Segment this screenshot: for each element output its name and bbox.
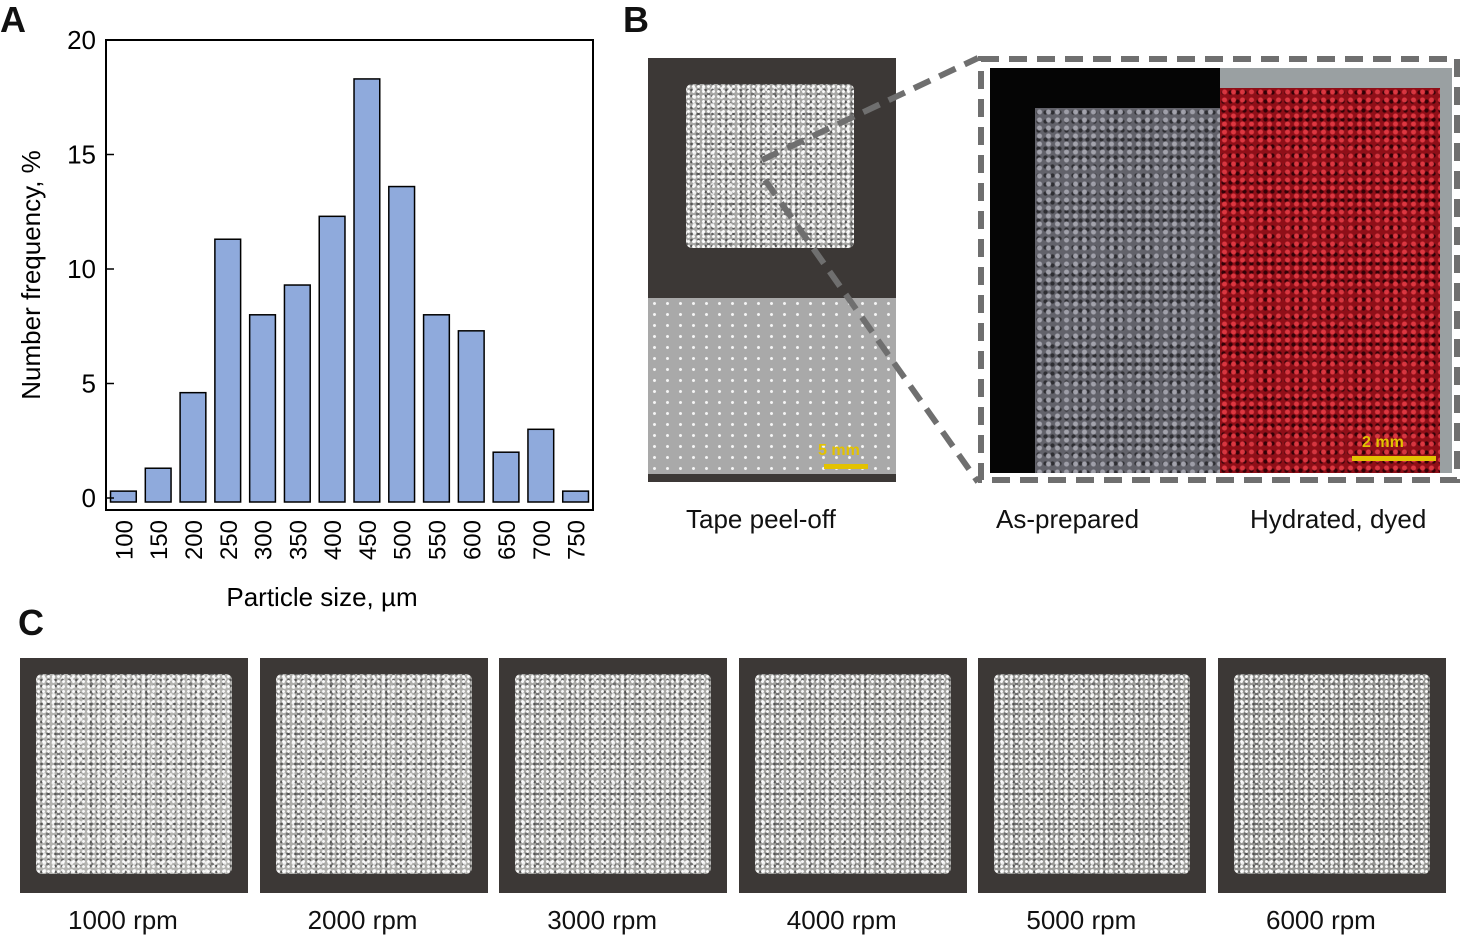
bar-650 <box>492 451 520 503</box>
plot-frame <box>105 39 594 511</box>
y-tick-label: 5 <box>82 369 96 399</box>
x-tick-label: 700 <box>529 520 556 560</box>
x-tick-label: 650 <box>494 520 521 560</box>
scale-label-5mm: 5 mm <box>818 442 860 459</box>
spin-photo-4 <box>738 658 967 893</box>
spin-speed-label: 6000 rpm <box>1266 905 1376 935</box>
scale-bar-2mm <box>1352 456 1436 461</box>
tape-caption: Tape peel-off <box>686 504 836 534</box>
bar-400 <box>318 215 346 503</box>
x-tick-label: 300 <box>251 520 278 560</box>
x-tick-label: 150 <box>146 520 173 560</box>
x-tick-label: 200 <box>181 520 208 560</box>
bar-500 <box>388 185 416 503</box>
x-axis-label: Particle size, µm <box>226 582 417 612</box>
bar-450 <box>353 78 381 503</box>
bar-700 <box>527 428 555 503</box>
bar-300 <box>248 314 277 503</box>
spin-speed-label: 4000 rpm <box>786 905 897 935</box>
bar-100 <box>109 490 138 503</box>
bar-350 <box>283 284 311 503</box>
y-tick-label: 15 <box>67 140 96 170</box>
x-tick-label: 100 <box>111 520 138 560</box>
sample-square <box>754 674 951 874</box>
spin-speed-label: 1000 rpm <box>68 905 178 935</box>
panel-label-c: C <box>18 602 44 643</box>
spin-photo-6 <box>1218 658 1446 893</box>
tape-strip <box>648 298 896 474</box>
x-tick-label: 750 <box>564 520 591 560</box>
y-axis-label: Number frequency, % <box>16 150 46 400</box>
spin-photo-5 <box>978 658 1207 893</box>
x-tick-label: 350 <box>285 520 312 560</box>
as-prepared-scaffold <box>1035 108 1220 473</box>
sample-square <box>275 674 472 874</box>
bar-750 <box>561 490 590 503</box>
bar-600 <box>457 330 485 503</box>
hydrated-dyed-scaffold <box>1220 88 1440 473</box>
sample-square <box>36 674 232 874</box>
x-tick-label: 550 <box>424 520 451 560</box>
tape-peel-photo: 5 mm <box>648 58 896 482</box>
x-tick-label: 600 <box>459 520 486 560</box>
y-tick-label: 0 <box>82 483 96 513</box>
panel-label-b: B <box>623 0 649 40</box>
spin-photo-2 <box>259 658 488 893</box>
y-tick-label: 20 <box>67 25 96 55</box>
x-tick-label: 250 <box>216 520 243 560</box>
x-tick-label: 400 <box>320 520 347 560</box>
bar-550 <box>422 314 451 503</box>
spin-speed-label: 3000 rpm <box>547 905 658 935</box>
bar-150 <box>144 467 172 503</box>
sample-square <box>994 674 1191 874</box>
sample-square <box>686 84 854 248</box>
zoom-lines <box>760 55 1460 484</box>
y-tick-label: 10 <box>67 254 96 284</box>
spin-photo-1 <box>20 658 248 893</box>
as-prepared-caption: As-prepared <box>996 504 1140 534</box>
spin-speed-label: 2000 rpm <box>307 905 418 935</box>
sample-square <box>515 674 712 874</box>
x-tick-label: 500 <box>390 520 417 560</box>
x-tick-label: 450 <box>355 520 382 560</box>
particle-size-histogram: 0 5 10 15 20 100 150 200 250 300 350 400 450 500 550 6… <box>16 25 594 612</box>
scale-bar-5mm <box>824 464 868 469</box>
panel-label-a: A <box>0 0 26 40</box>
scale-label-2mm: 2 mm <box>1362 434 1404 451</box>
sample-square <box>1234 674 1430 874</box>
as-prepared-photo <box>990 68 1220 473</box>
hydrated-dyed-photo: 2 mm <box>1220 68 1452 473</box>
spin-photo-3 <box>499 658 728 893</box>
bar-200 <box>179 391 207 503</box>
hydrated-dyed-caption: Hydrated, dyed <box>1250 504 1427 534</box>
spin-speed-label: 5000 rpm <box>1026 905 1137 935</box>
bar-250 <box>214 238 242 503</box>
